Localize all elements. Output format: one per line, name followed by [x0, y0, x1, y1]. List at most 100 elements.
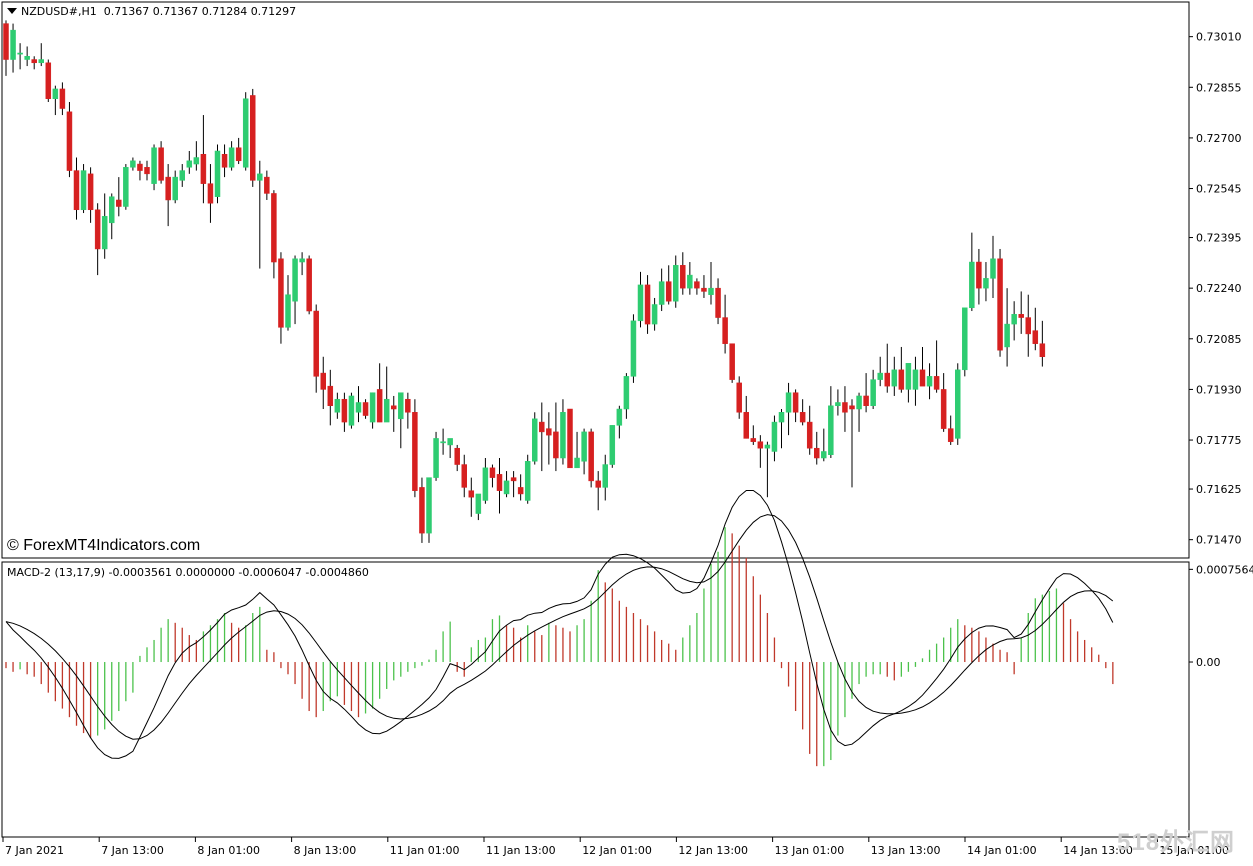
candle-body — [835, 402, 841, 407]
candle — [242, 92, 249, 171]
candle — [144, 160, 150, 181]
candle-body — [969, 261, 975, 309]
candle — [376, 363, 383, 423]
candle-body — [947, 428, 954, 442]
candle — [856, 392, 862, 432]
candle — [447, 438, 453, 459]
candle — [651, 297, 658, 331]
time-tick-label: 13 Jan 13:00 — [871, 844, 941, 857]
candle-body — [151, 147, 157, 184]
candle-body — [940, 389, 947, 429]
candle — [821, 428, 827, 462]
price-panel-frame — [1, 1, 1190, 559]
candle — [235, 137, 242, 165]
candle — [609, 425, 616, 468]
candle-body — [130, 160, 136, 168]
price-tick-label: 0.72700 — [1196, 132, 1242, 145]
candle-body — [842, 402, 848, 413]
chevron-down-icon[interactable] — [7, 8, 17, 14]
candle — [398, 392, 404, 449]
candle — [116, 177, 122, 217]
candle-body — [348, 395, 355, 426]
candle-body — [278, 258, 284, 328]
candle-body — [539, 421, 545, 433]
price-tick-label: 0.72855 — [1196, 81, 1242, 94]
candle-body — [708, 287, 714, 295]
macd-signal-line — [5, 514, 1114, 740]
candle-body — [602, 464, 608, 488]
candle — [391, 395, 397, 432]
candle-body — [299, 258, 305, 263]
candle — [524, 454, 531, 504]
candle-body — [186, 160, 193, 168]
candle-body — [419, 487, 425, 534]
candle-body — [158, 147, 164, 181]
candle — [567, 408, 573, 469]
candle-body — [235, 147, 242, 162]
candle — [369, 392, 376, 429]
candle-body — [496, 474, 503, 491]
candle-body — [433, 438, 439, 478]
candle — [637, 271, 644, 328]
time-tick-label: 15 Jan 01:00 — [1159, 844, 1229, 857]
price-tick-label: 0.72545 — [1196, 183, 1242, 196]
candle — [940, 373, 947, 432]
candle — [616, 405, 623, 439]
candle — [863, 373, 869, 413]
candle — [73, 157, 80, 220]
candle — [623, 373, 630, 419]
candle-body — [630, 320, 637, 377]
candle-body — [1039, 343, 1046, 358]
candle-body — [66, 111, 73, 171]
candle — [1032, 307, 1039, 351]
candle-body — [891, 369, 898, 387]
candle — [193, 141, 200, 171]
candle — [94, 203, 101, 276]
time-tick-label: 14 Jan 01:00 — [967, 844, 1037, 857]
candle — [221, 144, 228, 178]
candle-body — [687, 274, 693, 289]
candle-body — [962, 307, 968, 371]
macd-lines — [5, 490, 1114, 759]
candle-body — [715, 287, 721, 318]
candle — [186, 150, 193, 174]
candle-body — [306, 258, 312, 312]
candle-body — [475, 493, 482, 514]
price-tick-label: 0.71930 — [1196, 383, 1242, 396]
macd-main-line — [5, 490, 1114, 759]
candle — [962, 307, 968, 377]
candle — [299, 252, 305, 276]
candle — [736, 376, 742, 419]
candle-body — [221, 153, 228, 168]
candle — [355, 386, 362, 423]
corner-logo: 518外汇网 — [1117, 829, 1236, 856]
candle-body — [440, 441, 446, 444]
candle-body — [750, 438, 757, 442]
candle — [771, 415, 778, 462]
candle-body — [87, 173, 94, 211]
candle — [673, 255, 679, 308]
watermark: © ForexMT4Indicators.com — [7, 537, 201, 554]
candle-body — [729, 343, 735, 380]
candle — [532, 412, 538, 465]
candle-body — [383, 398, 390, 423]
candle — [52, 85, 59, 116]
candle-body — [362, 402, 369, 416]
candle — [694, 278, 700, 295]
candle — [595, 471, 601, 511]
macd-tick-label: 0.0007564 — [1196, 563, 1253, 576]
candle-body — [59, 88, 66, 109]
candle-body — [412, 412, 418, 491]
candle — [137, 160, 143, 181]
price-scale: 0.73010 0.72855 0.72700 0.72545 0.72395 0.722… — [1189, 31, 1242, 547]
candle — [228, 141, 235, 171]
candle-body — [116, 199, 122, 207]
candle-body — [694, 281, 700, 289]
candle — [123, 164, 129, 210]
candle-body — [581, 431, 587, 462]
candle — [870, 369, 876, 410]
candle-body — [242, 98, 249, 168]
candle — [644, 275, 651, 334]
